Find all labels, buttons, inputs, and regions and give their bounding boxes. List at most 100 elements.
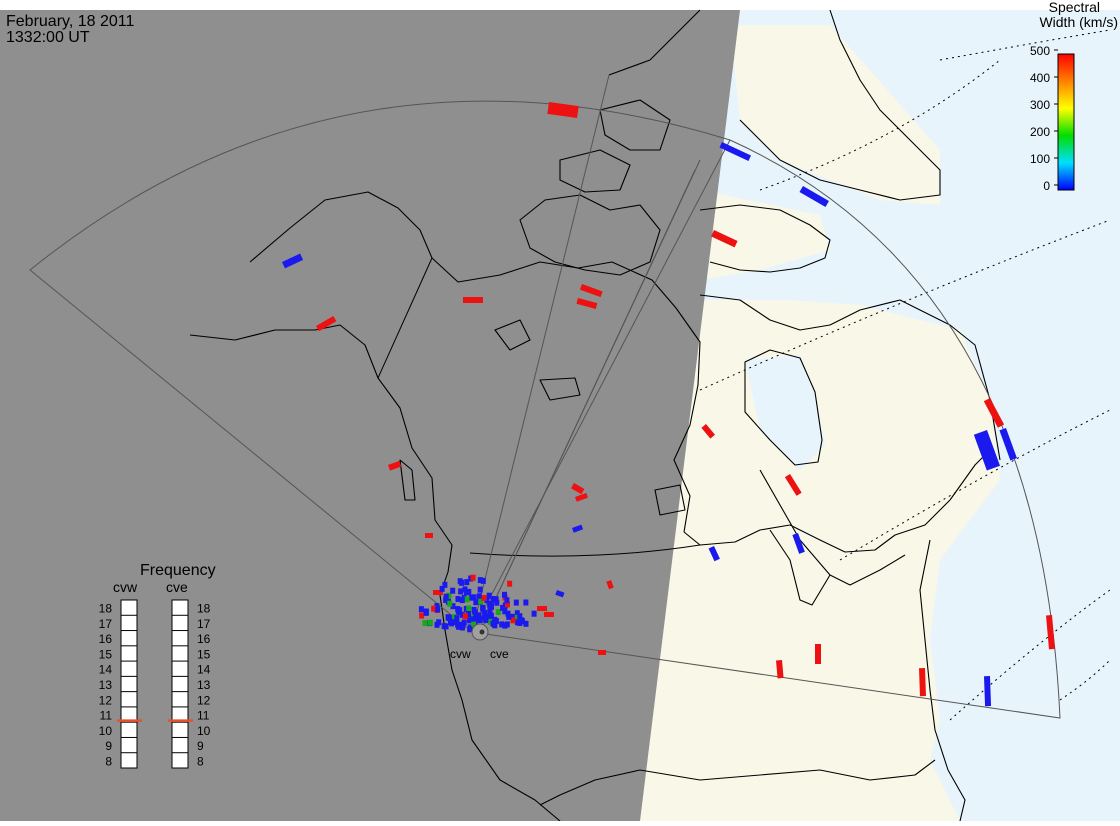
site-label-cve: cve [490,647,509,661]
day-land-continent [640,300,1000,821]
colorbar-tick-label: 200 [1030,125,1050,139]
spectral-width-colorbar: Spectral Width (km/s) 500 400 300 200 100 0 [1030,0,1118,193]
scatter-echo [523,620,529,627]
scatter-echo [598,650,606,655]
scatter-echo [544,612,554,617]
scatter-echo [458,588,464,595]
scatter-echo [488,612,494,619]
freq-scale-label-left: 16 [99,632,113,646]
colorbar-tick-label: 0 [1043,179,1050,193]
colorbar-ticks: 500 400 300 200 100 0 [1030,44,1058,193]
scatter-echo [483,614,489,621]
scatter-echo [490,620,496,627]
colorbar-title-1: Spectral [1049,0,1100,15]
scatter-echo [433,590,443,595]
scatter-echo [467,626,473,633]
freq-column-cvw [120,599,138,769]
scatter-echo [579,283,603,298]
scatter-echo [459,597,465,604]
freq-column-cve [171,599,189,769]
radar-site-dot [479,629,485,635]
colorbar-tick-label: 500 [1030,44,1050,58]
scatter-echo [422,620,428,627]
scatter-echo [477,586,483,593]
scatter-echo [446,615,452,622]
scatter-echo [459,611,465,618]
scatter-echo [575,492,588,502]
colorbar-scale [1057,53,1075,191]
scatter-echo [419,612,425,619]
scatter-echo [282,253,304,269]
scatter-echo [506,613,512,620]
freq-scale-label-left: 9 [105,739,112,753]
scatter-echo [434,603,440,610]
freq-scale-label-right: 14 [197,663,211,677]
political-borders [377,257,701,557]
freq-scale-label-left: 8 [105,754,112,768]
scatter-echo [500,604,506,611]
scatter-echo [434,621,440,628]
scatter-echo [466,611,471,617]
scatter-echo [486,592,492,599]
scatter-echo [418,606,424,613]
scatter-echo [507,580,513,587]
scatter-echo [464,596,470,603]
magnetic-grid [699,29,1111,721]
scatter-echo [784,473,802,496]
scatter-echo [450,587,456,594]
scatter-echo [537,606,547,611]
colorbar-tick-label: 100 [1030,152,1050,166]
scatter-echo [464,579,470,586]
scatter-echo [523,599,529,606]
scatter-echo [472,609,478,616]
scatter-echo [983,398,1005,428]
scatter-echo [531,610,537,617]
scatter-echo [467,617,472,624]
scatter-echo [443,593,449,600]
scatter-echo [606,580,614,590]
freq-scale-label-right: 11 [197,709,210,723]
scatter-echo [463,297,483,303]
time-label: 1332:00 UT [6,29,90,46]
scatter-echo [487,608,493,615]
scatter-echo [477,577,483,584]
scatter-echo [505,610,511,617]
scatter-echo [572,524,584,533]
freq-scale-label-right: 15 [197,647,211,661]
scatter-echo [476,593,482,600]
scatter-echo [488,600,494,607]
scatter-echo [494,599,500,606]
scatter-echo [471,621,477,628]
scatter-echo [443,623,449,630]
date-label: February, 18 2011 [6,13,134,30]
freq-scale-label-right: 16 [197,632,211,646]
scatter-echo [492,616,498,623]
scatter-echo [447,600,453,607]
scatter-echo [484,597,490,604]
scatter-echo [480,577,486,584]
scatter-echo [462,613,468,620]
scatter-echo [448,618,453,625]
freq-scale-label-right: 12 [197,693,211,707]
scatter-echo [456,623,462,630]
colorbar-tick-label: 400 [1030,71,1050,85]
scatter-echo [442,581,448,588]
scatter-echo [455,609,461,615]
freq-scale-label-right: 10 [197,724,211,738]
scatter-echo [510,617,516,624]
scatter-echo [425,533,433,538]
scatter-echo [518,617,524,624]
scatter-echo [505,601,510,608]
scatter-echo [439,585,445,592]
scatter-echo [462,586,468,593]
scatter-echo [454,615,460,622]
scatter-echo [711,229,738,248]
scatter-echo [571,482,585,495]
scatter-echo [504,597,510,604]
scatter-echo [502,608,508,615]
scatter-echo [315,316,337,332]
scatter-echo [799,186,829,208]
colorbar-tick-label: 300 [1030,98,1050,112]
day-land-greenland [730,25,940,205]
